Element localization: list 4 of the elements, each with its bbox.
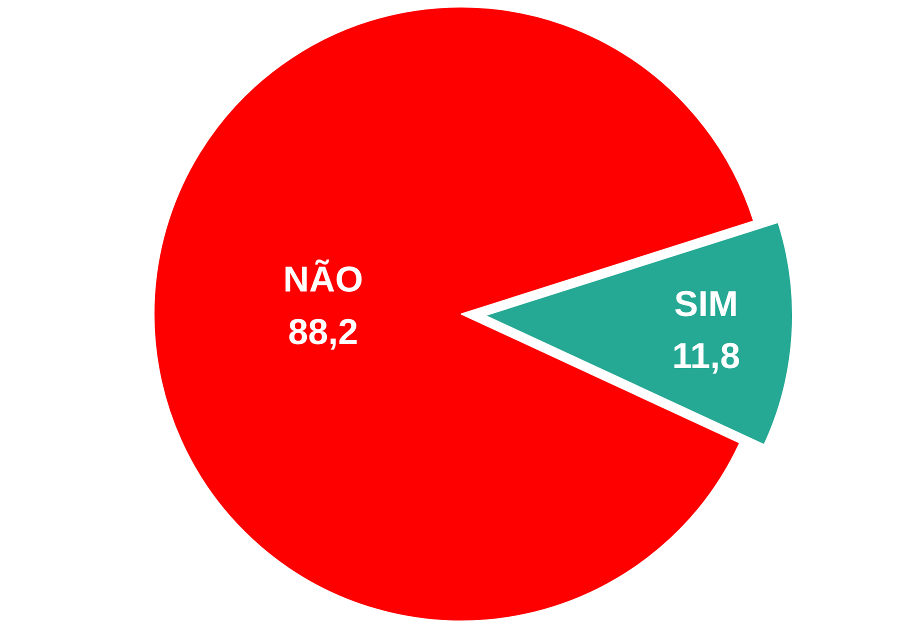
slice-label: NÃO: [283, 258, 364, 300]
data-label: 88,2: [288, 310, 358, 352]
data-label: 11,8: [672, 335, 740, 376]
slice-label: SIM: [674, 282, 738, 324]
